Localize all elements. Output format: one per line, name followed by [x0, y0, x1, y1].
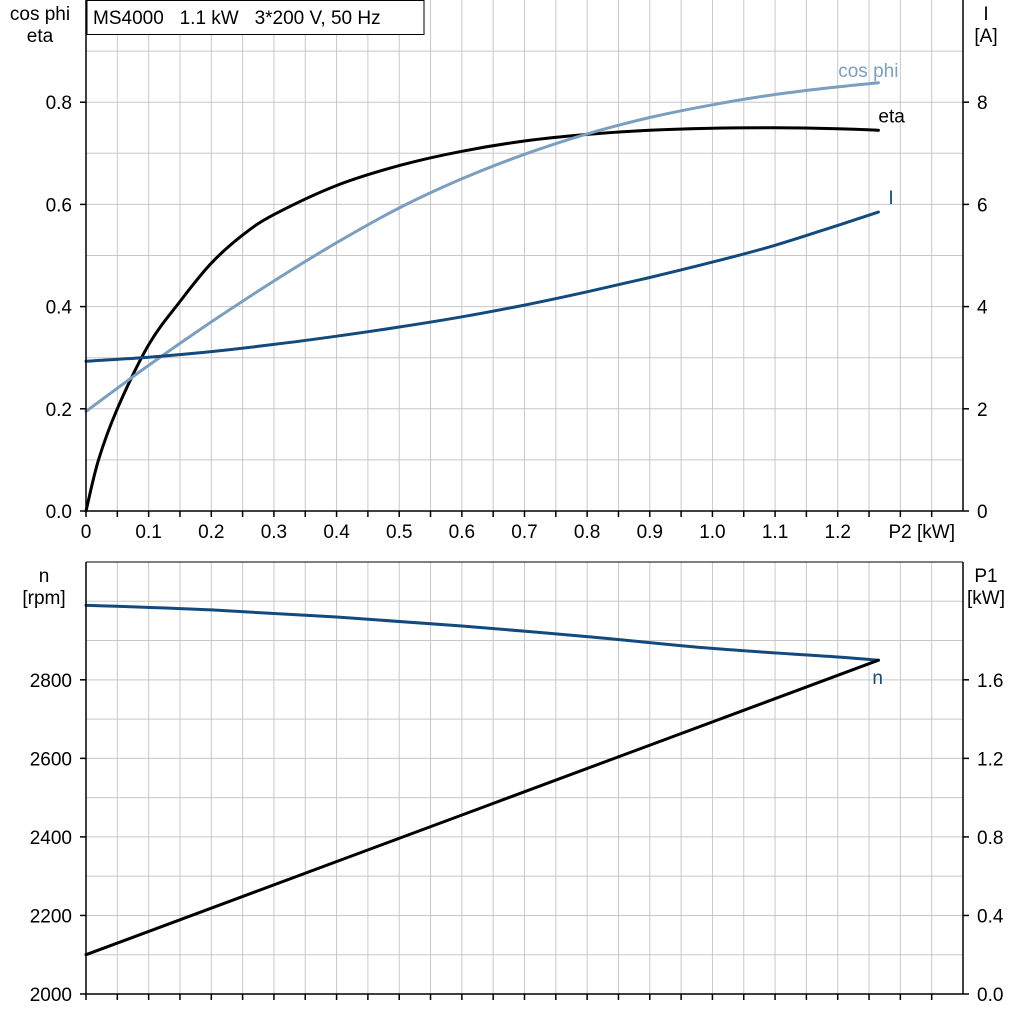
chart1-series-i-label: I — [888, 188, 893, 209]
chart1-x-tick-label: 0.4 — [323, 522, 350, 543]
chart2-left-tick-label: 2200 — [30, 906, 72, 927]
chart2-left-axis-title: [rpm] — [22, 588, 65, 609]
chart1-x-tick-label: 0.5 — [386, 522, 412, 543]
chart1-right-tick-label: 8 — [977, 93, 988, 114]
chart1-left-tick-label: 0.8 — [46, 93, 72, 114]
grid-layer — [86, 0, 963, 994]
chart2-right-axis-title: P1 — [974, 566, 997, 587]
chart1-x-tick-label: 1.2 — [825, 522, 851, 543]
chart2-left-tick-label: 2400 — [30, 828, 72, 849]
chart1-title: MS4000 1.1 kW 3*200 V, 50 Hz — [93, 8, 381, 29]
chart2-series-p1-line — [84, 658, 880, 957]
chart1-right-axis-title: [A] — [974, 26, 997, 47]
chart1-x-tick-label: 0.6 — [449, 522, 475, 543]
chart1-series-cos-phi-line — [84, 81, 880, 413]
chart1-right-axis-title: I — [983, 4, 988, 25]
chart2-series-n-line — [84, 603, 880, 662]
chart1-x-axis-label: P2 [kW] — [888, 522, 955, 543]
label-layer: 0.0 0.2 0.4 0.6 0.8 0 2 4 6 8 0 0.1 0.2 0.3 0.4 0.5 0.6 0… — [10, 0, 1005, 1006]
chart1-left-axis-title: eta — [27, 26, 54, 47]
chart2-series-n-label: n — [872, 668, 883, 689]
chart1-x-tick-label: 0.8 — [574, 522, 600, 543]
chart1-series-i-line — [84, 210, 880, 363]
chart2-left-tick-label: 2800 — [30, 671, 72, 692]
chart1-x-tick-label: 0.9 — [637, 522, 663, 543]
chart2-left-tick-label: 2000 — [30, 985, 72, 1006]
chart1-left-tick-label: 0.2 — [46, 400, 72, 421]
chart1-x-tick-label: 0 — [81, 522, 92, 543]
chart1-right-tick-label: 0 — [977, 502, 988, 523]
chart1-series-eta-line — [84, 126, 880, 513]
chart2-right-tick-label: 0.0 — [977, 985, 1003, 1006]
chart1-series-eta-label: eta — [878, 106, 905, 127]
chart1-series-cos-phi-label: cos phi — [838, 61, 898, 82]
chart1-left-tick-label: 0.6 — [46, 195, 72, 216]
chart1-x-tick-label: 0.1 — [135, 522, 161, 543]
axis-layer — [80, 0, 969, 1000]
chart1-x-tick-label: 0.7 — [511, 522, 537, 543]
chart2-left-axis-title: n — [39, 566, 50, 587]
chart1-left-tick-label: 0.0 — [46, 502, 72, 523]
chart2-right-axis-title: [kW] — [967, 588, 1005, 609]
chart1-right-tick-label: 2 — [977, 400, 988, 421]
chart2-right-tick-label: 1.6 — [977, 671, 1003, 692]
chart1-title-box — [86, 0, 425, 35]
chart1-x-tick-label: 1.1 — [762, 522, 788, 543]
chart1-left-tick-label: 0.4 — [46, 298, 73, 319]
series-layer — [84, 81, 880, 957]
chart2-right-tick-label: 0.8 — [977, 828, 1003, 849]
chart2-right-tick-label: 1.2 — [977, 749, 1003, 770]
chart1-left-axis-title: cos phi — [10, 4, 70, 25]
chart1-x-tick-label: 1.0 — [699, 522, 725, 543]
chart1-right-tick-label: 6 — [977, 195, 988, 216]
chart2-right-tick-label: 0.4 — [977, 906, 1004, 927]
chart1-x-tick-label: 0.3 — [261, 522, 287, 543]
chart1-x-tick-label: 0.2 — [198, 522, 224, 543]
chart1-right-tick-label: 4 — [977, 298, 988, 319]
chart2-left-tick-label: 2600 — [30, 749, 72, 770]
